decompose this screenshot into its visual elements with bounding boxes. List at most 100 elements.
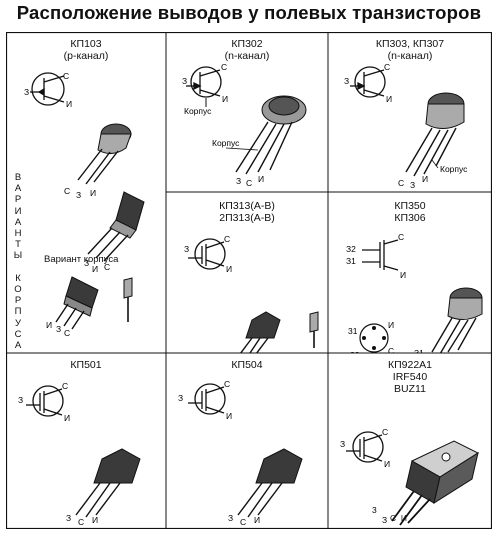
jfet-n-channel-symbol	[350, 66, 386, 98]
svg-text:И: И	[384, 459, 390, 469]
cell-title: КП103 (р-канал)	[6, 38, 166, 62]
metal-can-package	[405, 92, 465, 177]
svg-text:Корпус: Корпус	[184, 106, 212, 116]
to126-package	[55, 276, 99, 330]
cell-title: КП302 (n-канал)	[166, 38, 328, 62]
svg-text:С: С	[64, 186, 70, 196]
page-title: Расположение выводов у полевых транзисто…	[16, 2, 482, 23]
svg-text:З: З	[410, 180, 415, 190]
cell-title: КП922А1 IRF540 BUZ11	[328, 359, 492, 395]
svg-text:З: З	[66, 513, 71, 523]
svg-text:32: 32	[350, 350, 360, 353]
svg-text:З: З	[24, 87, 29, 97]
svg-text:З: З	[56, 324, 61, 334]
cell-kp302: КП302 (n-канал) З С И Корпус	[166, 32, 328, 192]
part-number: КП103	[70, 38, 102, 50]
mosfet-symbol	[188, 238, 226, 270]
part-number: КП350	[394, 200, 426, 212]
part-number: КП303, КП307	[375, 38, 445, 50]
svg-text:З: З	[228, 513, 233, 523]
cell-kp303: КП303, КП307 (n-канал) З С И	[328, 32, 492, 192]
to92-plastic-package	[237, 448, 303, 518]
mosfet-p-channel-symbol	[30, 72, 65, 106]
svg-text:И: И	[258, 174, 264, 184]
part-number: КП504	[231, 359, 263, 371]
svg-text:С: С	[104, 262, 110, 272]
channel-type: (n-канал)	[224, 50, 270, 62]
svg-text:С: С	[224, 379, 230, 389]
cell-title: КП501	[6, 359, 166, 371]
svg-text:З: З	[236, 176, 241, 186]
channel-type: (n-канал)	[387, 50, 433, 62]
to92-plastic-package	[75, 448, 141, 518]
svg-text:И: И	[226, 411, 232, 421]
part-number-alt: КП306	[394, 212, 426, 224]
svg-text:Корпус: Корпус	[440, 164, 468, 174]
svg-text:С: С	[398, 178, 404, 188]
svg-text:З1: З1	[346, 256, 356, 266]
svg-text:З: З	[382, 515, 387, 525]
svg-text:3: 3	[372, 505, 377, 515]
svg-text:С: С	[384, 62, 390, 72]
pinout-bottom-view	[359, 323, 389, 353]
part-number-alt: 2П313(А-В)	[219, 212, 275, 224]
part-number: КП313(А-В)	[219, 200, 275, 212]
jfet-n-channel-symbol	[186, 66, 222, 98]
svg-text:З: З	[18, 395, 23, 405]
grid-lines	[6, 32, 492, 529]
case-variant-label: Вариант корпуса	[44, 254, 119, 265]
svg-text:З: З	[344, 76, 349, 86]
svg-text:31: 31	[348, 326, 358, 336]
svg-text:И: И	[388, 320, 394, 330]
cell-title: КП350 КП306	[328, 200, 492, 224]
svg-text:С: С	[240, 517, 246, 527]
svg-text:С: С	[63, 71, 69, 81]
cell-title: КП504	[166, 359, 328, 371]
svg-text:И: И	[66, 99, 72, 109]
cell-kp504: КП504 З С И З С И	[166, 353, 328, 529]
svg-text:И: И	[46, 320, 52, 330]
cell-title: КП313(А-В) 2П313(А-В)	[166, 200, 328, 224]
svg-text:С: С	[78, 517, 84, 527]
to92-plastic-package	[87, 191, 145, 262]
side-view-package	[123, 277, 133, 322]
svg-text:С: С	[224, 234, 230, 244]
cell-kp350: КП350 КП306 З2 З1 С И 31	[328, 192, 492, 353]
to92-plastic-package	[239, 311, 281, 353]
metal-can-package	[431, 287, 483, 353]
part-number: КП922А1	[387, 359, 433, 371]
cell-title: КП303, КП307 (n-канал)	[328, 38, 492, 62]
svg-text:И: И	[226, 264, 232, 274]
svg-text:С: С	[382, 427, 388, 437]
svg-text:И: И	[92, 264, 98, 274]
svg-text:С: С	[246, 178, 252, 188]
svg-text:С: С	[388, 346, 394, 353]
svg-text:С: С	[221, 62, 227, 72]
svg-text:С: С	[64, 328, 70, 338]
svg-text:З: З	[76, 190, 81, 200]
part-number: КП501	[70, 359, 102, 371]
metal-can-package	[235, 95, 307, 175]
svg-text:И: И	[386, 94, 392, 104]
part-number-alt: IRF540	[392, 371, 428, 383]
svg-text:З: З	[178, 393, 183, 403]
channel-type: (р-канал)	[63, 50, 109, 62]
svg-text:И: И	[400, 270, 406, 280]
to220-package	[391, 440, 480, 526]
svg-text:З2: З2	[346, 244, 356, 254]
svg-text:З: З	[84, 258, 89, 268]
pin-labels: С И	[390, 513, 407, 523]
svg-text:З1: З1	[414, 348, 424, 353]
svg-text:И: И	[64, 413, 70, 423]
power-mosfet-symbol	[346, 431, 384, 463]
svg-text:З: З	[184, 244, 189, 254]
svg-text:З: З	[340, 439, 345, 449]
svg-text:З: З	[182, 76, 187, 86]
cell-kp313: КП313(А-В) 2П313(А-В) З С И З И	[166, 192, 328, 353]
svg-text:И: И	[92, 515, 98, 525]
svg-text:С: С	[62, 381, 68, 391]
cell-kp501: КП501 З С И З С И	[6, 353, 166, 529]
